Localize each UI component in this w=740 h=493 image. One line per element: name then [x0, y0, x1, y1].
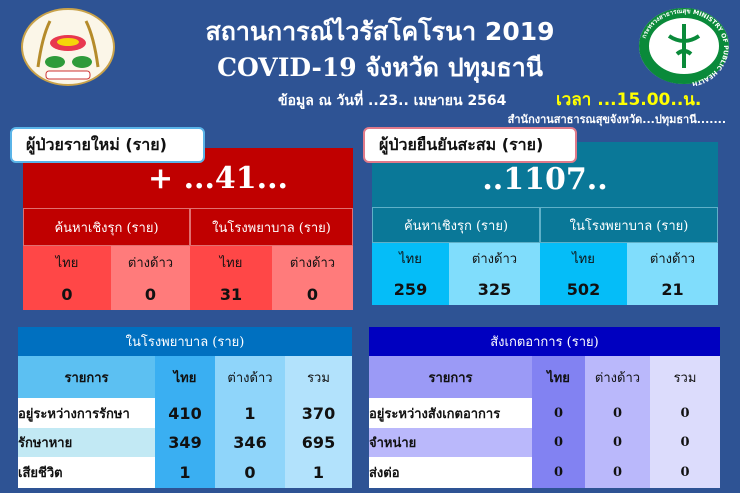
- cumulative-label: ผู้ป่วยยืนยันสะสม (ราย): [363, 127, 577, 163]
- value-cell: 1: [215, 398, 285, 428]
- value-cell: 0: [585, 457, 650, 488]
- value-cell: 349: [155, 428, 215, 457]
- title-line-2: COVID-19 จังหวัด ปทุมธานี: [217, 53, 543, 82]
- col-header: ต่างด้าว: [111, 246, 190, 278]
- col-header: ไทย: [532, 356, 585, 398]
- value-cell: 0: [585, 398, 650, 428]
- provincial-seal-logo: [21, 8, 115, 86]
- group-header: ค้นหาเชิงรุก (ราย): [23, 208, 190, 246]
- value-cell: 21: [627, 274, 718, 305]
- col-header: ต่างด้าว: [449, 243, 540, 274]
- row-label: เสียชีวิต: [18, 457, 155, 488]
- value-cell: 0: [532, 398, 585, 428]
- office-name: สำนักงานสาธารณสุขจังหวัด...ปทุมธานี.....…: [507, 113, 726, 126]
- row-label: อยู่ระหว่างสังเกตอาการ: [369, 398, 532, 428]
- new-cases-total: + ...41...: [148, 160, 288, 196]
- group-header: ในโรงพยาบาล (ราย): [190, 208, 353, 246]
- hospital-table-title: ในโรงพยาบาล (ราย): [18, 327, 352, 356]
- value-cell: 0: [650, 428, 720, 457]
- col-header: ไทย: [372, 243, 449, 274]
- value-cell: 325: [449, 274, 540, 305]
- new-cases-label: ผู้ป่วยรายใหม่ (ราย): [10, 127, 205, 163]
- ministry-of-public-health-logo: กระทรวงสาธารณสุข MINISTRY OF PUBLIC HEAL…: [639, 8, 729, 86]
- row-label: ส่งต่อ: [369, 457, 532, 488]
- value-cell: 695: [285, 428, 352, 457]
- value-cell: 0: [23, 278, 111, 310]
- value-cell: 0: [532, 457, 585, 488]
- col-header: รายการ: [369, 356, 532, 398]
- row-label: รักษาหาย: [18, 428, 155, 457]
- col-header: รายการ: [18, 356, 155, 398]
- report-time: เวลา ...15.00..น.: [556, 90, 702, 110]
- value-cell: 0: [532, 428, 585, 457]
- col-header: ต่างด้าว: [272, 246, 353, 278]
- value-cell: 259: [372, 274, 449, 305]
- value-cell: 370: [285, 398, 352, 428]
- group-header: ค้นหาเชิงรุก (ราย): [372, 207, 540, 243]
- observation-table-title: สังเกตอาการ (ราย): [369, 327, 720, 356]
- value-cell: 0: [650, 457, 720, 488]
- table-row: ส่งต่อ 0 0 0: [369, 457, 720, 488]
- value-cell: 502: [540, 274, 627, 305]
- col-header: ไทย: [540, 243, 627, 274]
- value-cell: 1: [155, 457, 215, 488]
- table-row: อยู่ระหว่างการรักษา 410 1 370: [18, 398, 352, 428]
- observation-table: สังเกตอาการ (ราย) รายการ ไทย ต่างด้าว รว…: [369, 327, 720, 488]
- col-header: ไทย: [23, 246, 111, 278]
- col-header: รวม: [285, 356, 352, 398]
- value-cell: 410: [155, 398, 215, 428]
- title-line-1: สถานการณ์ไวรัสโคโรนา 2019: [205, 17, 555, 46]
- cumulative-total: ..1107..: [482, 162, 608, 197]
- cumulative-panel: ..1107.. ค้นหาเชิงรุก (ราย) ในโรงพยาบาล …: [372, 142, 718, 305]
- value-cell: 346: [215, 428, 285, 457]
- table-row: จำหน่าย 0 0 0: [369, 428, 720, 457]
- group-header: ในโรงพยาบาล (ราย): [540, 207, 718, 243]
- table-row: เสียชีวิต 1 0 1: [18, 457, 352, 488]
- value-cell: 1: [285, 457, 352, 488]
- table-row: อยู่ระหว่างสังเกตอาการ 0 0 0: [369, 398, 720, 428]
- col-header: ไทย: [155, 356, 215, 398]
- col-header: ต่างด้าว: [215, 356, 285, 398]
- row-label: อยู่ระหว่างการรักษา: [18, 398, 155, 428]
- table-row: รักษาหาย 349 346 695: [18, 428, 352, 457]
- value-cell: 0: [215, 457, 285, 488]
- row-label: จำหน่าย: [369, 428, 532, 457]
- col-header: ไทย: [190, 246, 272, 278]
- col-header: รวม: [650, 356, 720, 398]
- hospital-table: ในโรงพยาบาล (ราย) รายการ ไทย ต่างด้าว รว…: [18, 327, 352, 488]
- report-date: ข้อมูล ณ วันที่ ..23.. เมษายน 2564: [278, 93, 507, 109]
- value-cell: 31: [190, 278, 272, 310]
- value-cell: 0: [272, 278, 353, 310]
- col-header: ต่างด้าว: [585, 356, 650, 398]
- value-cell: 0: [585, 428, 650, 457]
- new-cases-panel: + ...41... ค้นหาเชิงรุก (ราย) ในโรงพยาบา…: [23, 148, 353, 310]
- col-header: ต่างด้าว: [627, 243, 718, 274]
- value-cell: 0: [650, 398, 720, 428]
- value-cell: 0: [111, 278, 190, 310]
